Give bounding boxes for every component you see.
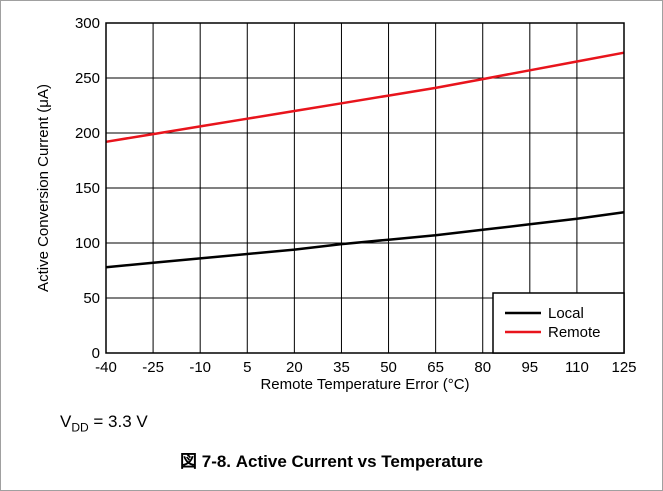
series-line-remote (105, 51, 625, 144)
note-prefix: V (60, 412, 72, 431)
legend-label-remote: Remote (548, 324, 601, 341)
x-tick-label: 65 (427, 359, 444, 376)
y-axis-label: Active Conversion Current (μA) (35, 84, 52, 292)
y-tick-label: 150 (75, 180, 100, 197)
y-tick-label: 250 (75, 70, 100, 87)
x-tick-label: 125 (611, 359, 636, 376)
x-tick-label: -25 (142, 359, 164, 376)
y-tick-label: 300 (75, 15, 100, 32)
x-tick-label: 95 (521, 359, 538, 376)
x-tick-label: 35 (333, 359, 350, 376)
legend-box (492, 292, 625, 354)
x-tick-label: 80 (474, 359, 491, 376)
x-tick-label: 5 (243, 359, 251, 376)
x-tick-label: -10 (189, 359, 211, 376)
x-tick-label: 20 (286, 359, 303, 376)
y-tick-label: 50 (83, 290, 100, 307)
supply-voltage-note: VDD = 3.3 V (60, 412, 148, 434)
series-line-local (105, 210, 625, 269)
y-tick-label: 100 (75, 235, 100, 252)
x-axis-label: Remote Temperature Error (°C) (260, 376, 469, 393)
plot-border (105, 22, 625, 354)
x-tick-label: 110 (565, 359, 589, 376)
y-tick-labels: 0 50 100 150 200 250 300 (75, 15, 100, 362)
series-layer (105, 51, 625, 269)
note-suffix: = 3.3 V (88, 412, 148, 431)
x-tick-label: -40 (95, 359, 117, 376)
figure-caption: 図 7-8. Active Current vs Temperature (180, 452, 483, 471)
x-tick-labels: -40 -25 -10 5 20 35 50 65 80 95 110 125 (95, 359, 636, 376)
legend: Local Remote (492, 292, 625, 354)
legend-label-local: Local (548, 305, 584, 322)
note-subscript: DD (71, 420, 89, 435)
x-tick-label: 50 (380, 359, 397, 376)
y-tick-label: 200 (75, 125, 100, 142)
chart: -40 -25 -10 5 20 35 50 65 80 95 110 125 0 50 100 150 20… (35, 15, 637, 393)
y-tick-label: 0 (92, 345, 100, 362)
